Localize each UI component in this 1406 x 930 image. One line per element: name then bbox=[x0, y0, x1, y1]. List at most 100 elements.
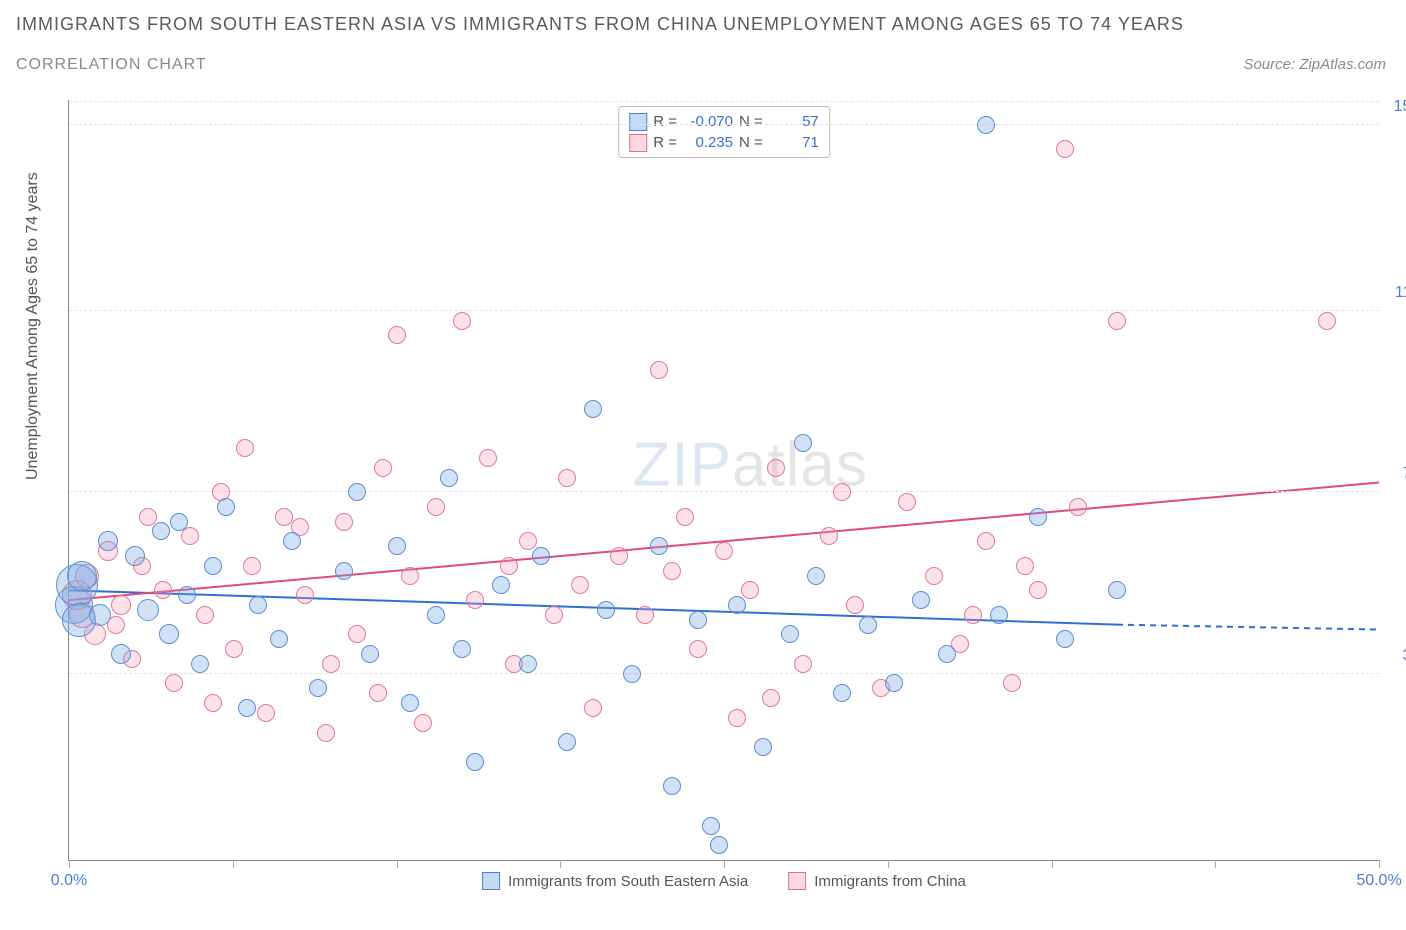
data-point bbox=[165, 674, 183, 692]
data-point bbox=[584, 400, 602, 418]
data-point bbox=[111, 595, 131, 615]
x-tick bbox=[1052, 860, 1053, 868]
trend-line bbox=[1117, 625, 1379, 630]
r-value-pink: 0.235 bbox=[683, 132, 733, 153]
data-point bbox=[388, 326, 406, 344]
y-axis-label: Unemployment Among Ages 65 to 74 years bbox=[24, 172, 42, 480]
x-tick-label: 50.0% bbox=[1356, 872, 1401, 890]
gridline-h bbox=[69, 124, 1379, 125]
legend-row-blue: R = -0.070 N = 57 bbox=[629, 111, 819, 132]
y-tick-label: 15.0% bbox=[1394, 98, 1406, 116]
data-point bbox=[479, 449, 497, 467]
data-point bbox=[178, 586, 196, 604]
legend-swatch-pink bbox=[629, 134, 647, 152]
data-point bbox=[650, 537, 668, 555]
data-point bbox=[715, 542, 733, 560]
data-point bbox=[519, 655, 537, 673]
data-point bbox=[388, 537, 406, 555]
gridline-h bbox=[69, 673, 1379, 674]
data-point bbox=[137, 599, 159, 621]
source-label: Source: ZipAtlas.com bbox=[1243, 56, 1386, 73]
data-point bbox=[317, 724, 335, 742]
data-point bbox=[181, 527, 199, 545]
data-point bbox=[1108, 581, 1126, 599]
r-label: R = bbox=[653, 132, 677, 153]
legend-label-blue: Immigrants from South Eastern Asia bbox=[508, 873, 748, 890]
data-point bbox=[401, 567, 419, 585]
data-point bbox=[807, 567, 825, 585]
data-point bbox=[898, 493, 916, 511]
data-point bbox=[794, 655, 812, 673]
data-point bbox=[728, 596, 746, 614]
gridline-h bbox=[69, 101, 1379, 102]
data-point bbox=[754, 738, 772, 756]
chart-subtitle: CORRELATION CHART bbox=[16, 56, 207, 74]
n-value-pink: 71 bbox=[769, 132, 819, 153]
data-point bbox=[154, 581, 172, 599]
data-point bbox=[440, 469, 458, 487]
data-point bbox=[885, 674, 903, 692]
data-point bbox=[374, 459, 392, 477]
data-point bbox=[139, 508, 157, 526]
data-point bbox=[623, 665, 641, 683]
data-point bbox=[238, 699, 256, 717]
data-point bbox=[401, 694, 419, 712]
data-point bbox=[925, 567, 943, 585]
data-point bbox=[702, 817, 720, 835]
data-point bbox=[1016, 557, 1034, 575]
data-point bbox=[500, 557, 518, 575]
data-point bbox=[859, 616, 877, 634]
data-point bbox=[767, 459, 785, 477]
data-point bbox=[710, 836, 728, 854]
data-point bbox=[1056, 140, 1074, 158]
x-tick bbox=[233, 860, 234, 868]
data-point bbox=[977, 532, 995, 550]
data-point bbox=[466, 591, 484, 609]
x-tick bbox=[69, 860, 70, 868]
data-point bbox=[243, 557, 261, 575]
y-tick-label: 3.8% bbox=[1403, 647, 1406, 665]
data-point bbox=[217, 498, 235, 516]
data-point bbox=[762, 689, 780, 707]
series-legend: Immigrants from South Eastern Asia Immig… bbox=[482, 872, 966, 890]
legend-swatch-blue bbox=[482, 872, 500, 890]
data-point bbox=[610, 547, 628, 565]
data-point bbox=[794, 434, 812, 452]
data-point bbox=[781, 625, 799, 643]
data-point bbox=[257, 704, 275, 722]
data-point bbox=[414, 714, 432, 732]
r-label: R = bbox=[653, 111, 677, 132]
n-value-blue: 57 bbox=[769, 111, 819, 132]
trend-lines bbox=[69, 100, 1379, 860]
data-point bbox=[689, 611, 707, 629]
data-point bbox=[98, 531, 118, 551]
data-point bbox=[348, 625, 366, 643]
data-point bbox=[309, 679, 327, 697]
legend-label-pink: Immigrants from China bbox=[814, 873, 966, 890]
data-point bbox=[977, 116, 995, 134]
data-point bbox=[427, 498, 445, 516]
legend-swatch-pink bbox=[788, 872, 806, 890]
data-point bbox=[170, 513, 188, 531]
data-point bbox=[558, 733, 576, 751]
data-point bbox=[196, 606, 214, 624]
legend-item-blue: Immigrants from South Eastern Asia bbox=[482, 872, 748, 890]
data-point bbox=[67, 561, 97, 591]
gridline-h bbox=[69, 310, 1379, 311]
data-point bbox=[597, 601, 615, 619]
data-point bbox=[990, 606, 1008, 624]
correlation-legend: R = -0.070 N = 57 R = 0.235 N = 71 bbox=[618, 106, 830, 158]
data-point bbox=[558, 469, 576, 487]
data-point bbox=[1318, 312, 1336, 330]
gridline-h bbox=[69, 491, 1379, 492]
data-point bbox=[125, 546, 145, 566]
data-point bbox=[636, 606, 654, 624]
trend-line bbox=[69, 590, 1117, 624]
legend-item-pink: Immigrants from China bbox=[788, 872, 966, 890]
data-point bbox=[1003, 674, 1021, 692]
data-point bbox=[820, 527, 838, 545]
data-point bbox=[335, 513, 353, 531]
r-value-blue: -0.070 bbox=[683, 111, 733, 132]
x-tick bbox=[888, 860, 889, 868]
data-point bbox=[283, 532, 301, 550]
